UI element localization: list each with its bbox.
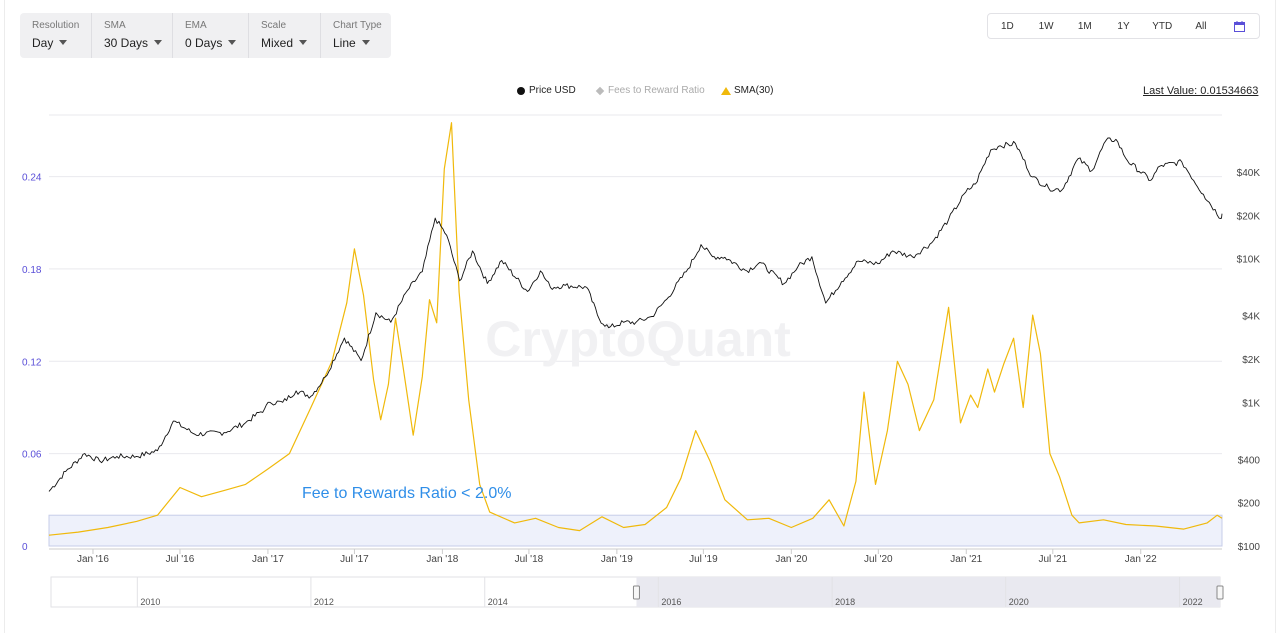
x-axis-tick-label: Jul '21 — [1038, 554, 1067, 565]
navigator-year-label: 2018 — [835, 597, 855, 607]
right-axis-tick-label: $400 — [1238, 455, 1261, 466]
ema-value: 0 Days — [185, 36, 223, 50]
chart-legend: Price USD Fees to Reward Ratio SMA(30) — [0, 85, 1280, 99]
x-axis-tick-label: Jul '17 — [340, 554, 369, 565]
right-axis-tick-label: $1K — [1242, 398, 1260, 409]
last-value-label: Last Value: 0.01534663 — [1143, 85, 1259, 97]
caret-down-icon — [299, 40, 308, 46]
ema-label: EMA — [185, 20, 207, 31]
x-axis-tick-label: Jul '20 — [864, 554, 893, 565]
right-axis-tick-label: $4K — [1242, 312, 1260, 323]
chart-settings-bar: Resolution Day SMA 30 Days EMA 0 Days Sc… — [20, 13, 391, 58]
legend-item-price[interactable]: Price USD — [517, 85, 576, 96]
range-all-button[interactable]: All — [1195, 20, 1207, 32]
price-series-line[interactable] — [48, 137, 1223, 492]
scale-value: Mixed — [261, 36, 294, 50]
caret-down-icon — [59, 40, 68, 46]
chart-type-dropdown[interactable]: Chart Type Line — [320, 13, 391, 58]
chart-type-label: Chart Type — [333, 20, 382, 31]
navigator-year-label: 2012 — [314, 597, 334, 607]
navigator-right-handle[interactable] — [1216, 585, 1224, 600]
annotation-text: Fee to Rewards Ratio < 2.0% — [302, 485, 511, 502]
ema-dropdown[interactable]: EMA 0 Days — [172, 13, 248, 58]
navigator-year-label: 2010 — [140, 597, 160, 607]
x-axis-tick-label: Jan '19 — [601, 554, 633, 565]
caret-down-icon — [228, 40, 237, 46]
x-axis-tick-label: Jan '16 — [77, 554, 109, 565]
x-axis-tick-label: Jul '16 — [166, 554, 195, 565]
calendar-button[interactable] — [1220, 14, 1259, 38]
right-axis-tick-label: $10K — [1237, 255, 1261, 266]
sma-series-line[interactable] — [48, 122, 1223, 536]
caret-down-icon — [361, 40, 370, 46]
range-1w-button[interactable]: 1W — [1038, 20, 1054, 32]
chart-frame — [4, 0, 1276, 633]
right-axis-tick-label: $200 — [1238, 499, 1261, 510]
range-1m-button[interactable]: 1M — [1077, 20, 1092, 32]
x-axis-tick-label: Jan '22 — [1125, 554, 1157, 565]
left-axis-tick-label: 0.18 — [22, 265, 42, 276]
caret-down-icon — [154, 40, 163, 46]
navigator-selection[interactable] — [636, 577, 1220, 607]
time-range-selector: 1D 1W 1M 1Y YTD All — [987, 13, 1260, 39]
range-1y-button[interactable]: 1Y — [1117, 20, 1130, 32]
legend-item-fees-ratio[interactable]: Fees to Reward Ratio — [595, 85, 705, 96]
right-axis-tick-label: $40K — [1237, 168, 1261, 179]
legend-item-sma[interactable]: SMA(30) — [721, 85, 773, 96]
left-axis-tick-label: 0 — [22, 542, 28, 553]
x-axis-tick-label: Jan '21 — [950, 554, 982, 565]
legend-label-sma: SMA(30) — [734, 85, 774, 96]
x-axis-tick-label: Jan '20 — [775, 554, 807, 565]
resolution-label: Resolution — [32, 20, 80, 31]
x-axis-tick-label: Jul '18 — [515, 554, 544, 565]
sma-dropdown[interactable]: SMA 30 Days — [91, 13, 172, 58]
threshold-band — [48, 514, 1223, 547]
legend-label-price: Price USD — [529, 85, 576, 96]
scale-label: Scale — [261, 20, 287, 31]
x-axis-tick-label: Jan '18 — [426, 554, 458, 565]
x-axis-tick-label: Jul '19 — [689, 554, 718, 565]
sma-value: 30 Days — [104, 36, 149, 50]
sma-label: SMA — [104, 20, 126, 31]
calendar-icon — [1234, 20, 1246, 32]
resolution-value: Day — [32, 36, 54, 50]
scale-dropdown[interactable]: Scale Mixed — [248, 13, 320, 58]
navigator-year-label: 2014 — [488, 597, 508, 607]
legend-label-fees-ratio: Fees to Reward Ratio — [608, 85, 705, 96]
x-axis-tick-label: Jan '17 — [252, 554, 284, 565]
chart-type-value: Line — [333, 36, 356, 50]
range-1d-button[interactable]: 1D — [1000, 20, 1014, 32]
navigator-year-label: 2020 — [1009, 597, 1029, 607]
right-axis-tick-label: $20K — [1237, 211, 1261, 222]
navigator-year-label: 2016 — [661, 597, 681, 607]
resolution-dropdown[interactable]: Resolution Day — [20, 13, 91, 58]
legend-triangle-icon — [721, 86, 731, 95]
navigator-year-label: 2022 — [1183, 597, 1203, 607]
right-axis-tick-label: $100 — [1238, 542, 1261, 553]
left-axis-tick-label: 0.06 — [22, 450, 42, 461]
left-axis-tick-label: 0.12 — [22, 357, 42, 368]
range-ytd-button[interactable]: YTD — [1152, 20, 1173, 32]
right-axis-tick-label: $2K — [1242, 355, 1260, 366]
navigator-left-handle[interactable] — [632, 585, 640, 600]
legend-circle-icon — [517, 86, 525, 95]
left-axis-tick-label: 0.24 — [22, 173, 42, 184]
watermark: CryptoQuant — [485, 311, 791, 367]
